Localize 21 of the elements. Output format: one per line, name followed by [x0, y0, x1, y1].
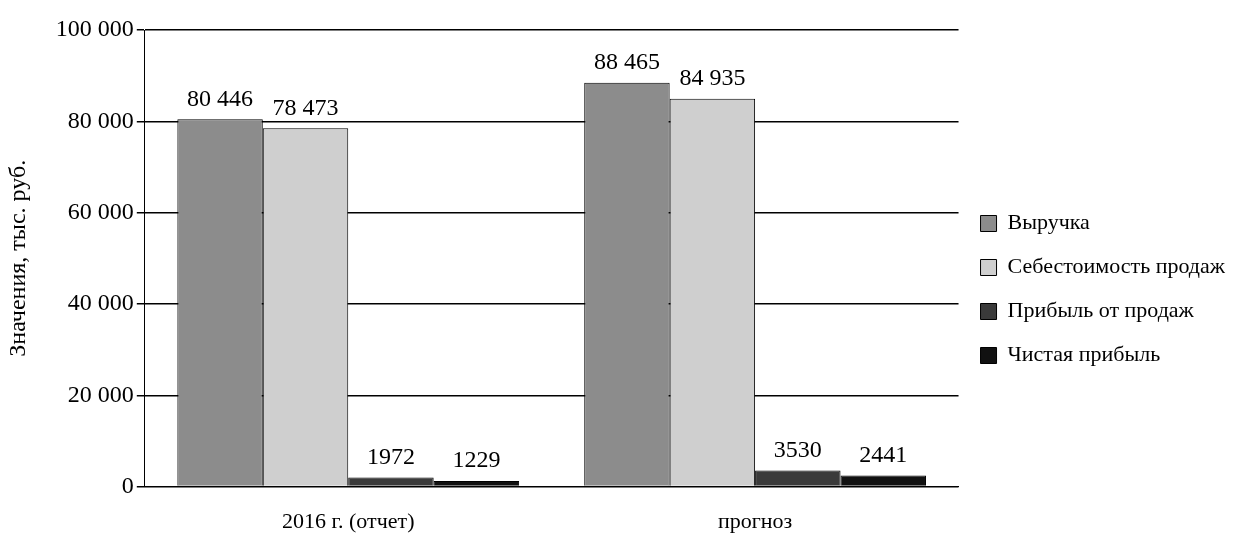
legend-label: Прибыль от продаж — [1007, 297, 1195, 323]
legend-label: Чистая прибыль — [1007, 341, 1161, 367]
data-label: 3530 — [773, 435, 822, 462]
legend-label: Выручка — [1007, 209, 1091, 235]
data-label: 2441 — [859, 440, 908, 467]
y-tick-label: 80 000 — [67, 106, 134, 133]
y-tick-label: 100 000 — [55, 15, 134, 42]
y-tick-label: 60 000 — [67, 197, 134, 224]
x-tick-label: прогноз — [717, 507, 793, 533]
data-label: 80 446 — [187, 84, 254, 111]
y-tick-label: 0 — [121, 471, 134, 498]
y-tick-label: 20 000 — [67, 380, 134, 407]
y-axis-title: Значения, тыс. руб. — [3, 159, 30, 357]
y-tick-label: 40 000 — [67, 289, 134, 316]
data-label: 1229 — [452, 446, 501, 473]
data-label: 78 473 — [272, 93, 339, 120]
data-label: 88 465 — [593, 47, 660, 74]
x-tick-label: 2016 г. (отчет) — [282, 507, 415, 533]
data-label: 84 935 — [679, 64, 746, 91]
data-label: 1972 — [366, 442, 415, 469]
legend-label: Себестоимость продаж — [1007, 253, 1226, 279]
